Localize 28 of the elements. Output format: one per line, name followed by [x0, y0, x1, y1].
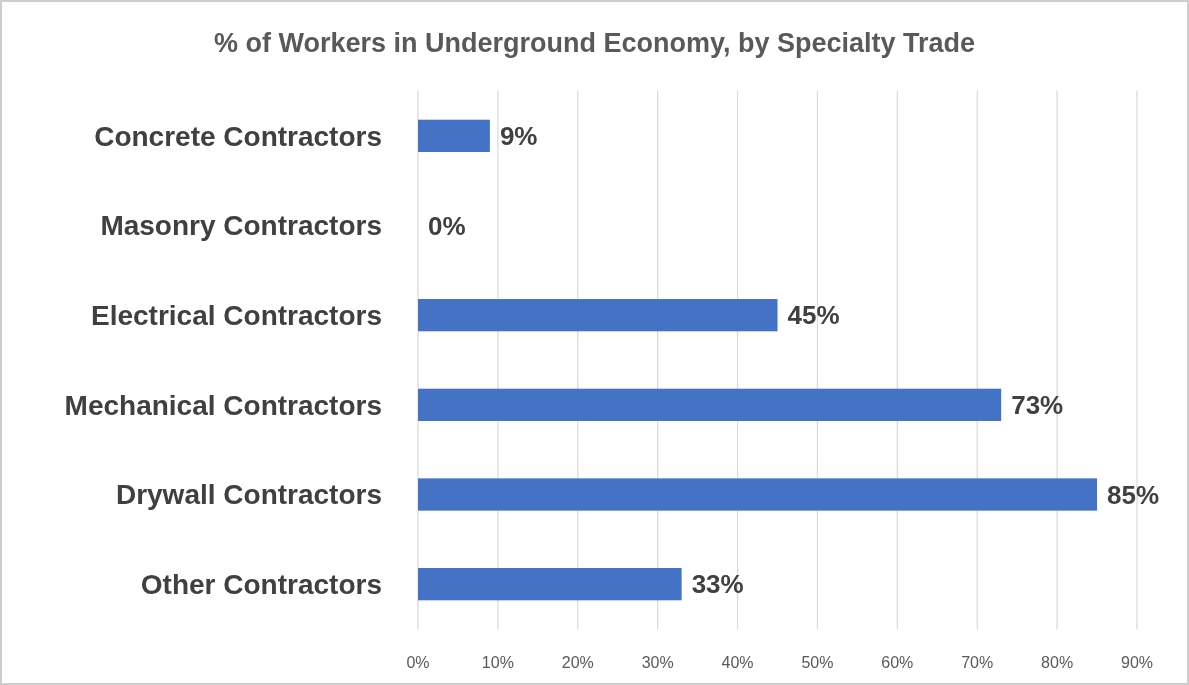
- x-tick-label: 60%: [881, 654, 914, 671]
- data-label: 45%: [787, 300, 840, 331]
- y-tick-label: Masonry Contractors: [100, 210, 382, 242]
- data-label: 0%: [428, 210, 466, 241]
- bar: [418, 119, 490, 152]
- x-tick-label: 90%: [1120, 654, 1154, 671]
- data-label: 33%: [691, 569, 744, 600]
- x-tick-label: 20%: [561, 654, 594, 671]
- x-tick-label: 30%: [641, 654, 674, 671]
- y-tick-label: Concrete Contractors: [94, 120, 382, 152]
- bar: [418, 568, 682, 601]
- data-label: 73%: [1011, 389, 1064, 420]
- y-tick-label: Drywall Contractors: [115, 479, 382, 511]
- bar: [418, 478, 1098, 511]
- x-tick-label: 40%: [721, 654, 754, 671]
- data-label: 85%: [1107, 479, 1160, 510]
- x-tick-label: 50%: [801, 654, 834, 671]
- x-tick-label: 70%: [961, 654, 994, 671]
- x-tick-label: 0%: [406, 654, 430, 671]
- chart-title: % of Workers in Underground Economy, by Specialty Trade: [213, 28, 976, 58]
- bar: [418, 299, 778, 332]
- y-tick-label: Electrical Contractors: [91, 299, 382, 331]
- data-label: 9%: [499, 120, 538, 151]
- bar: [418, 388, 1002, 421]
- y-tick-label: Other Contractors: [140, 568, 382, 600]
- y-tick-label: Mechanical Contractors: [64, 389, 382, 421]
- x-tick-label: 10%: [481, 654, 514, 671]
- x-tick-label: 80%: [1041, 654, 1074, 671]
